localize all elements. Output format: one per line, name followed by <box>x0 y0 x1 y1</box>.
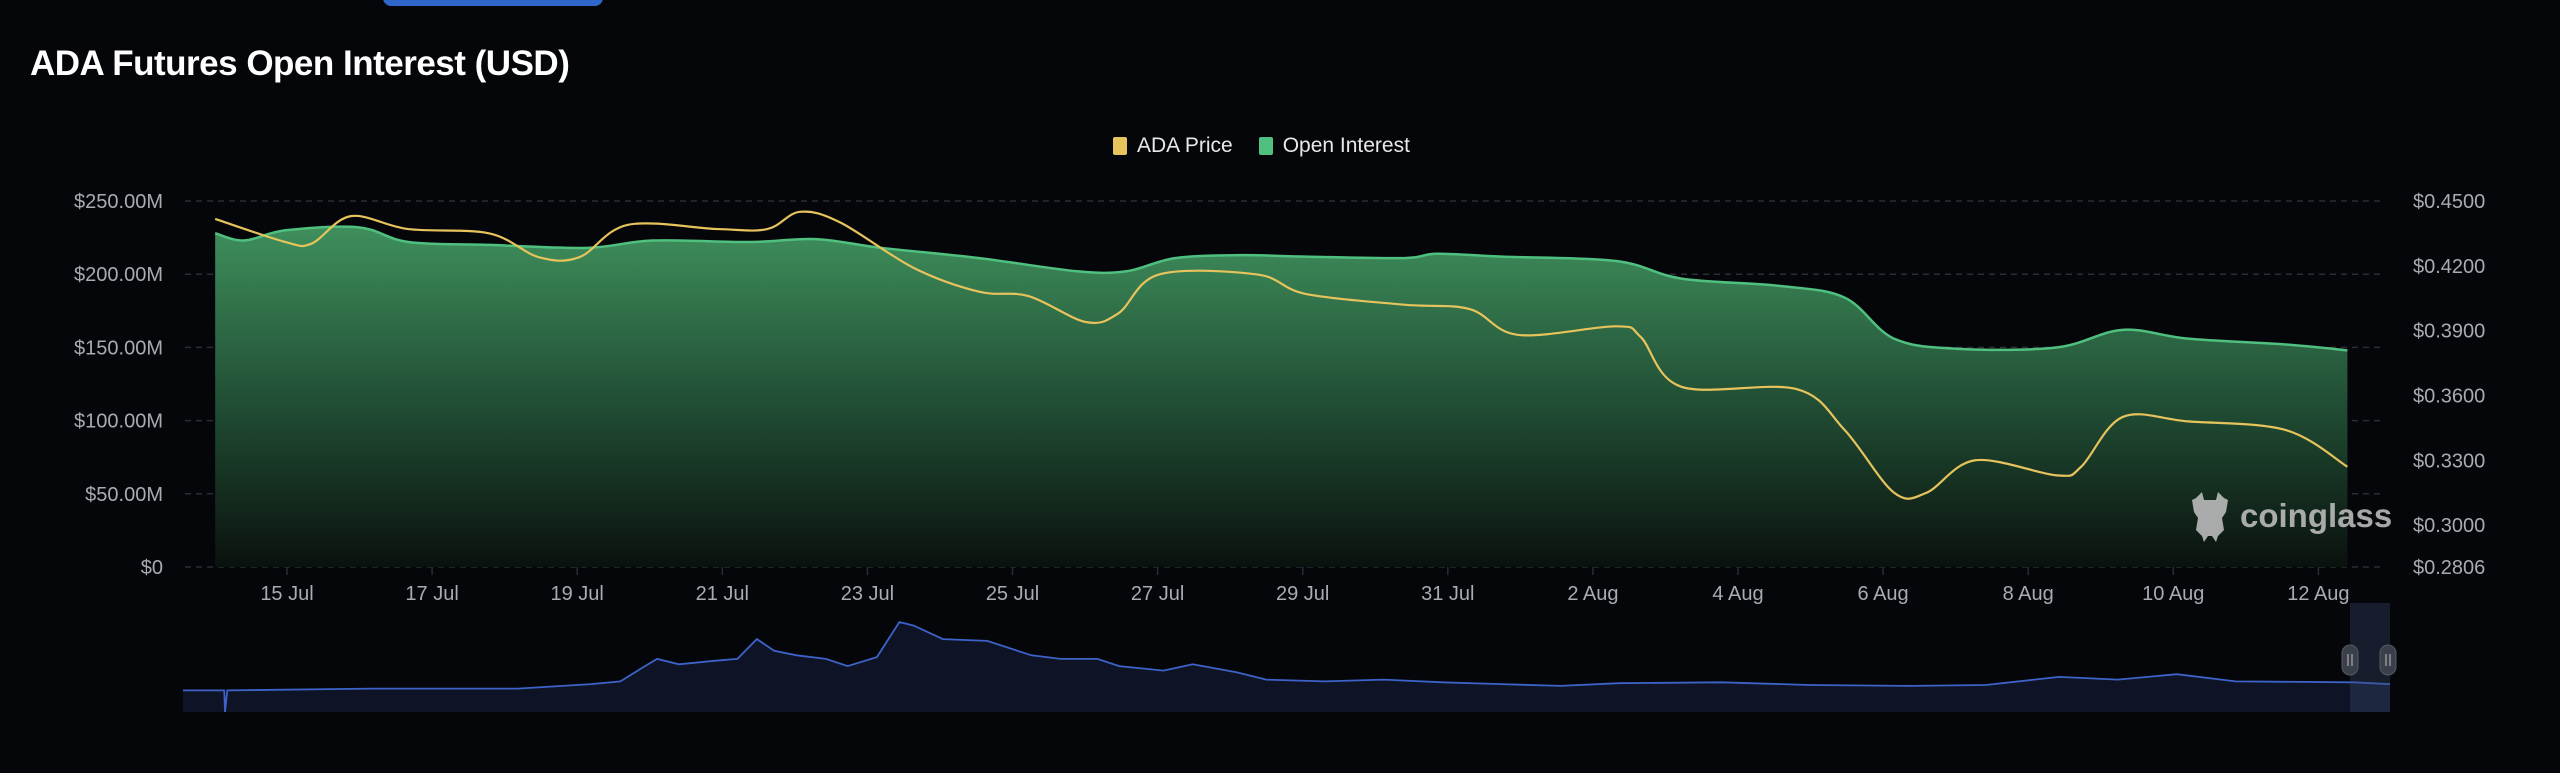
y-left-tick-label: $50.00M <box>85 484 163 506</box>
chart-legend: ADA Price Open Interest <box>1113 134 1410 158</box>
watermark-text: coinglass <box>2240 497 2393 534</box>
navigator-area <box>183 622 2390 712</box>
legend-label: ADA Price <box>1137 134 1233 157</box>
y-left-tick-label: $100.00M <box>74 411 163 433</box>
y-right-tick-label: $0.4200 <box>2413 256 2485 278</box>
legend-swatch-ada-price <box>1113 137 1127 155</box>
x-tick-label: 8 Aug <box>2003 583 2054 605</box>
x-tick-label: 21 Jul <box>696 583 749 605</box>
top-tab-button[interactable] <box>383 0 603 6</box>
x-tick-label: 2 Aug <box>1567 583 1618 605</box>
y-right-tick-label: $0.4500 <box>2413 191 2485 213</box>
open-interest-line <box>214 225 2348 352</box>
x-tick-label: 10 Aug <box>2142 583 2204 605</box>
x-tick-label: 19 Jul <box>551 583 604 605</box>
x-tick-label: 27 Jul <box>1131 583 1184 605</box>
y-left-tick-label: $250.00M <box>74 191 163 213</box>
y-right-tick-label: $0.2806 <box>2413 557 2485 579</box>
coinglass-watermark: coinglass <box>2188 490 2392 542</box>
y-right-tick-label: $0.3000 <box>2413 515 2485 537</box>
x-tick-label: 17 Jul <box>405 583 458 605</box>
x-tick-label: 12 Aug <box>2287 583 2349 605</box>
y-left-tick-label: $150.00M <box>74 337 163 359</box>
legend-item-ada-price[interactable]: ADA Price <box>1113 134 1233 158</box>
coinglass-logo-icon <box>2192 492 2228 542</box>
x-tick-label: 4 Aug <box>1712 583 1763 605</box>
x-tick-label: 29 Jul <box>1276 583 1329 605</box>
ada-price-line <box>214 210 2348 500</box>
x-tick-label: 23 Jul <box>841 583 894 605</box>
y-right-tick-label: $0.3600 <box>2413 385 2485 407</box>
legend-swatch-open-interest <box>1258 137 1273 155</box>
x-tick-label: 31 Jul <box>1421 583 1474 605</box>
navigator-right-handle[interactable] <box>2379 644 2397 676</box>
y-left-tick-label: $0 <box>141 557 163 579</box>
page-title: ADA Futures Open Interest (USD) <box>30 44 570 83</box>
navigator-line <box>183 620 2391 713</box>
x-tick-label: 15 Jul <box>260 583 313 605</box>
x-tick-label: 6 Aug <box>1858 583 1909 605</box>
y-right-tick-label: $0.3900 <box>2413 321 2485 343</box>
y-right-tick-label: $0.3300 <box>2413 450 2485 472</box>
legend-item-open-interest[interactable]: Open Interest <box>1258 134 1410 158</box>
y-left-tick-label: $200.00M <box>74 264 163 286</box>
navigator-left-handle[interactable] <box>2341 644 2359 676</box>
open-interest-area <box>215 226 2348 567</box>
x-tick-label: 25 Jul <box>986 583 1039 605</box>
legend-label: Open Interest <box>1282 134 1410 157</box>
